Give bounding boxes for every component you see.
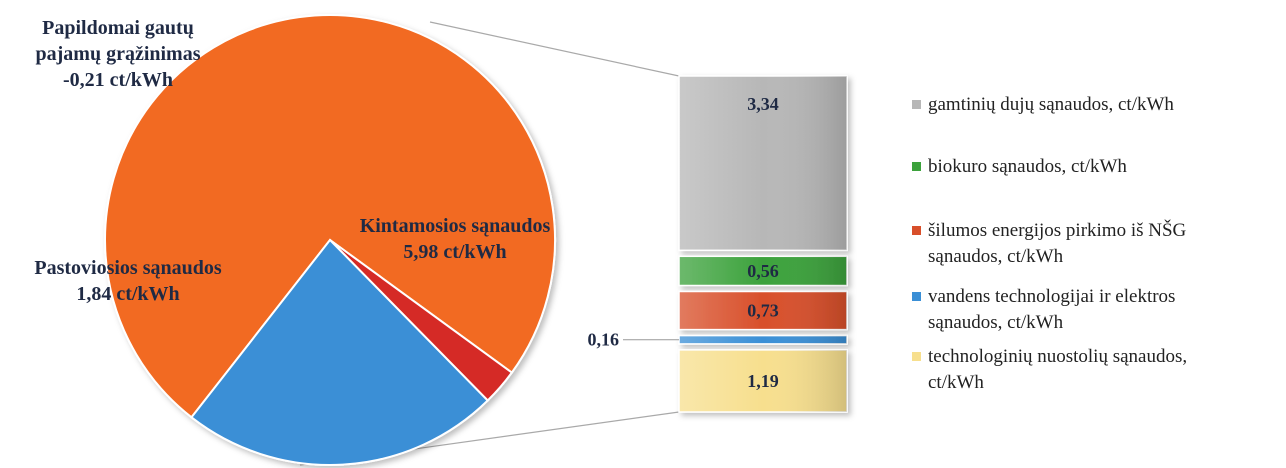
legend-label: technologinių nuostolių sąnaudos, [928, 346, 1187, 367]
bar-segment-label: 0,56 [747, 261, 779, 281]
pie-slice [104, 13, 556, 419]
stacked-bar [678, 75, 848, 413]
pie-labels: Kintamosios sąnaudos 5,98 ct/kWh Papildoma… [34, 17, 550, 305]
bar-segment-sheen [679, 335, 847, 344]
pie-slice-label: -0,21 ct/kWh [63, 69, 173, 91]
legend-label: ct/kWh [928, 372, 984, 393]
pie-slice-label: Pastoviosios sąnaudos [34, 257, 221, 279]
legend-label: gamtinių dujų sąnaudos, ct/kWh [928, 94, 1174, 115]
bar-segment-label: 0,16 [588, 330, 620, 350]
legend-swatch [912, 352, 921, 361]
connector-top [429, 21, 680, 77]
pie-slice-label: 5,98 ct/kWh [403, 241, 506, 263]
pie-chart [104, 13, 556, 466]
bar-segment-sheen [679, 291, 847, 330]
bar-segment-label: 0,73 [747, 301, 779, 321]
pie-slice-label: 1,84 ct/kWh [76, 283, 179, 305]
legend-label: sąnaudos, ct/kWh [928, 246, 1064, 267]
bar-segment-label: 3,34 [747, 94, 779, 114]
pie-slice-label: Kintamosios sąnaudos [360, 215, 551, 237]
bar-segment-label: 1,19 [747, 371, 779, 391]
pie-slice [190, 238, 490, 466]
bar-segment-sheen [679, 256, 847, 286]
legend-label: sąnaudos, ct/kWh [928, 312, 1064, 333]
bar-labels: 1,19 0,16 0,73 0,56 3,34 [588, 94, 779, 391]
legend-swatch [912, 162, 921, 171]
legend-swatch [912, 226, 921, 235]
legend-swatch [912, 292, 921, 301]
bar-segment-sheen [679, 76, 847, 251]
legend-label: vandens technologijai ir elektros [928, 286, 1175, 307]
legend-label: biokuro sąnaudos, ct/kWh [928, 156, 1127, 177]
pie-slice-label: pajamų grąžinimas [36, 43, 201, 65]
pie-slice-label: Papildomai gautų [42, 17, 194, 39]
legend: gamtinių dujų sąnaudos, ct/kWh biokuro są… [912, 94, 1187, 393]
bar-segment-sheen [679, 349, 847, 412]
legend-swatch [912, 100, 921, 109]
legend-label: šilumos energijos pirkimo iš NŠG [928, 219, 1187, 241]
